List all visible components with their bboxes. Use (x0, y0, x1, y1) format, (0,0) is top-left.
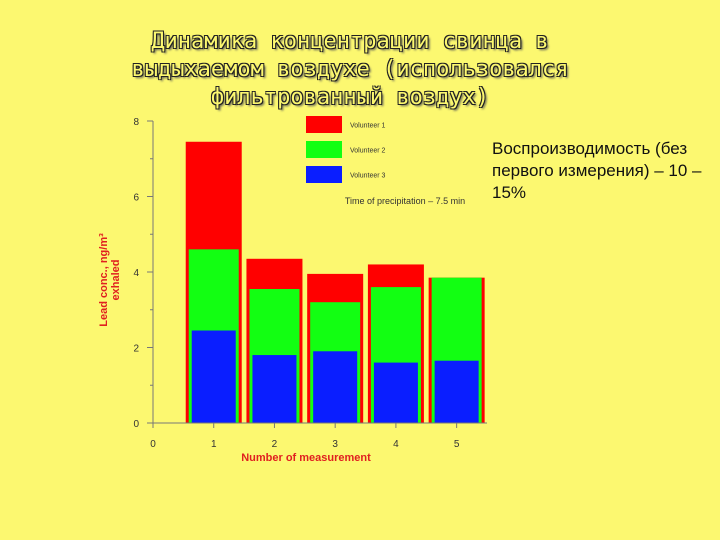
bars-group (185, 141, 485, 423)
legend-label-1: Volunteer 1 (350, 123, 386, 130)
bar-series3-cat3 (313, 351, 358, 423)
bar-series3-cat2 (252, 355, 297, 423)
legend: Volunteer 1 Volunteer 2 Volunteer 3 (306, 116, 386, 183)
x-tick-label: 5 (454, 439, 460, 450)
legend-label-3: Volunteer 3 (350, 173, 386, 180)
x-tick-label: 3 (332, 439, 338, 450)
reproducibility-note: Воспроизводимость (без первого измерения… (492, 139, 702, 202)
y-axis-title: Lead conc., ng/m³ exhaled (98, 233, 122, 327)
legend-swatch-2 (306, 141, 342, 158)
legend-label-2: Volunteer 2 (350, 148, 386, 155)
axes-group: 0 2 4 6 8 0 1 2 3 4 5 (133, 117, 487, 450)
slide-title: Динамика концентрации свинца в выдыхаемо… (131, 29, 569, 110)
y-axis-title-line-2: exhaled (110, 260, 122, 301)
bar-series3-cat1 (191, 330, 236, 423)
y-tick-label: 0 (133, 419, 139, 430)
y-tick-label: 2 (133, 344, 139, 355)
x-axis-title: Number of measurement (241, 452, 371, 464)
x-tick-label: 0 (150, 439, 156, 450)
legend-swatch-1 (306, 116, 342, 133)
x-tick-label: 4 (393, 439, 399, 450)
x-tick-label: 2 (272, 439, 278, 450)
y-axis-title-line-1: Lead conc., ng/m³ (98, 233, 110, 327)
x-tick-label: 1 (211, 439, 217, 450)
bar-series3-cat5 (434, 360, 479, 423)
y-tick-label: 4 (133, 268, 139, 279)
precipitation-note: Time of precipitation – 7.5 min (345, 196, 465, 206)
y-tick-label: 8 (133, 117, 139, 128)
legend-swatch-3 (306, 166, 342, 183)
y-tick-label: 6 (133, 193, 139, 204)
bar-series3-cat4 (373, 362, 418, 423)
